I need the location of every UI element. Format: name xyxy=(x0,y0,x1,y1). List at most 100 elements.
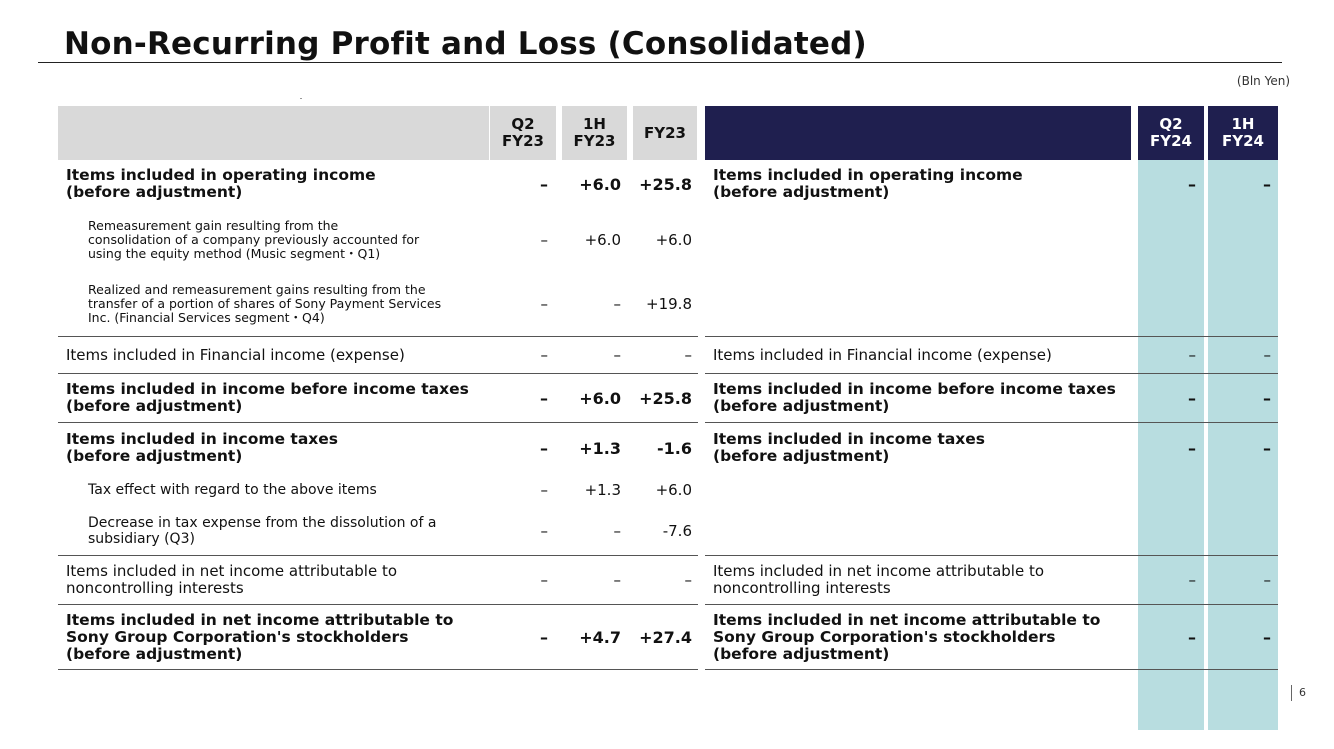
value-cell: – xyxy=(1263,174,1271,194)
page-title: Non-Recurring Profit and Loss (Consolida… xyxy=(64,26,867,62)
fy24-table-row xyxy=(705,507,1278,556)
value-cell: +27.4 xyxy=(639,627,692,647)
value-cell: – xyxy=(1188,388,1196,408)
page-number-bar xyxy=(1291,685,1292,701)
value-cell: – xyxy=(540,231,549,249)
fy24-table-row: Items included in income taxes (before a… xyxy=(705,423,1278,473)
row-label: Items included in net income attributabl… xyxy=(713,562,1045,597)
fy23-table-row: Items included in Financial income (expe… xyxy=(58,337,698,374)
fy24-table-row: Items included in Financial income (expe… xyxy=(705,337,1278,374)
value-cell: – xyxy=(540,522,549,540)
row-label: Items included in operating income (befo… xyxy=(66,166,376,201)
fy23-table-row: Tax effect with regard to the above item… xyxy=(58,473,698,507)
row-label: Items included in income taxes (before a… xyxy=(713,430,986,465)
row-label-cell: Tax effect with regard to the above item… xyxy=(66,473,377,507)
row-label-cell: Items included in income before income t… xyxy=(713,374,1116,422)
row-label-cell: Decrease in tax expense from the dissolu… xyxy=(66,507,436,555)
row-label: Decrease in tax expense from the dissolu… xyxy=(88,515,437,547)
1h-fy24-column-shade xyxy=(1208,160,1278,730)
value-cell: – xyxy=(1263,346,1272,364)
fy23-table-row: Items included in net income attributabl… xyxy=(58,556,698,605)
row-label-cell: Items included in operating income (befo… xyxy=(66,160,376,208)
value-cell: +19.8 xyxy=(646,295,692,313)
row-label: Items included in income before income t… xyxy=(66,380,469,415)
fy23-header-label-cell xyxy=(58,106,489,160)
row-label: Items included in income before income t… xyxy=(713,380,1116,415)
fy24-table-row: Items included in net income attributabl… xyxy=(705,556,1278,605)
fy24-table-row: Items included in net income attributabl… xyxy=(705,605,1278,670)
value-cell: – xyxy=(613,295,622,313)
row-label-cell: Items included in income taxes (before a… xyxy=(713,423,985,473)
row-label-cell: Items included in Financial income (expe… xyxy=(66,337,405,373)
fy24-table-row xyxy=(705,272,1278,337)
fy24-table-row: Items included in operating income (befo… xyxy=(705,160,1278,208)
fy23-header-row: Q2 FY23 1H FY23 FY23 xyxy=(58,106,698,160)
value-cell: +6.0 xyxy=(579,174,621,194)
value-cell: +6.0 xyxy=(584,231,621,249)
row-label-cell: Items included in net income attributabl… xyxy=(66,556,397,604)
row-label-cell: Realized and remeasurement gains resulti… xyxy=(66,272,441,336)
fy23-table-row: Items included in income taxes (before a… xyxy=(58,423,698,473)
value-cell: – xyxy=(613,571,622,589)
value-cell: – xyxy=(540,438,548,458)
value-cell xyxy=(1138,507,1196,555)
page-number: 6 xyxy=(1299,686,1306,699)
value-cell xyxy=(1207,507,1271,555)
fy24-header-label-cell xyxy=(705,106,1131,160)
row-label-cell: Items included in operating income (befo… xyxy=(713,160,1023,208)
value-cell: – xyxy=(684,346,693,364)
value-cell: – xyxy=(1188,571,1197,589)
value-cell: – xyxy=(540,346,549,364)
value-cell: – xyxy=(1188,438,1196,458)
value-cell xyxy=(1207,272,1271,336)
value-cell: – xyxy=(1263,571,1272,589)
row-label: Remeasurement gain resulting from the co… xyxy=(88,218,420,261)
fy24-table-row: Items included in income before income t… xyxy=(705,374,1278,423)
row-label: Items included in income taxes (before a… xyxy=(66,430,339,465)
value-cell: +1.3 xyxy=(579,438,621,458)
value-cell: – xyxy=(1188,346,1197,364)
value-cell: +6.0 xyxy=(655,231,692,249)
header-fy23: FY23 xyxy=(633,106,697,160)
row-label: Items included in operating income (befo… xyxy=(713,166,1023,201)
value-cell: – xyxy=(613,522,622,540)
row-label: Items included in net income attributabl… xyxy=(66,610,454,663)
value-cell: +25.8 xyxy=(639,388,692,408)
value-cell xyxy=(1138,473,1196,507)
value-cell: – xyxy=(540,571,549,589)
fy23-table-row: Realized and remeasurement gains resulti… xyxy=(58,272,698,337)
q2-fy24-column-shade xyxy=(1138,160,1204,730)
row-label: Items included in Financial income (expe… xyxy=(713,345,1052,364)
value-cell: – xyxy=(1263,388,1271,408)
value-cell: – xyxy=(540,295,549,313)
row-label: Items included in net income attributabl… xyxy=(66,562,398,597)
fy23-table-row: Items included in operating income (befo… xyxy=(58,160,698,208)
value-cell: – xyxy=(540,174,548,194)
value-cell: – xyxy=(684,571,693,589)
value-cell xyxy=(1207,473,1271,507)
value-cell xyxy=(1138,272,1196,336)
value-cell: +4.7 xyxy=(579,627,621,647)
row-label-cell: Items included in net income attributabl… xyxy=(713,556,1044,604)
header-q2-fy24: Q2 FY24 xyxy=(1138,106,1204,160)
row-label-cell: Remeasurement gain resulting from the co… xyxy=(66,208,419,272)
value-cell: – xyxy=(1263,438,1271,458)
row-label: Realized and remeasurement gains resulti… xyxy=(88,282,442,325)
fy23-table-row: Remeasurement gain resulting from the co… xyxy=(58,208,698,272)
value-cell: – xyxy=(540,388,548,408)
value-cell xyxy=(1138,208,1196,272)
value-cell: +1.3 xyxy=(584,481,621,499)
value-cell: -7.6 xyxy=(662,522,692,540)
row-label: Items included in Financial income (expe… xyxy=(66,345,405,364)
value-cell: – xyxy=(540,627,548,647)
row-label-cell: Items included in Financial income (expe… xyxy=(713,337,1052,373)
row-label-cell: Items included in net income attributabl… xyxy=(713,605,1100,669)
value-cell: +6.0 xyxy=(655,481,692,499)
value-cell xyxy=(1207,208,1271,272)
header-1h-fy23: 1H FY23 xyxy=(562,106,627,160)
fy23-table: Q2 FY23 1H FY23 FY23 Items included in o… xyxy=(58,106,698,670)
value-cell: – xyxy=(1188,174,1196,194)
fy23-table-row: Decrease in tax expense from the dissolu… xyxy=(58,507,698,556)
value-cell: -1.6 xyxy=(657,438,692,458)
decorative-dot xyxy=(300,98,302,99)
